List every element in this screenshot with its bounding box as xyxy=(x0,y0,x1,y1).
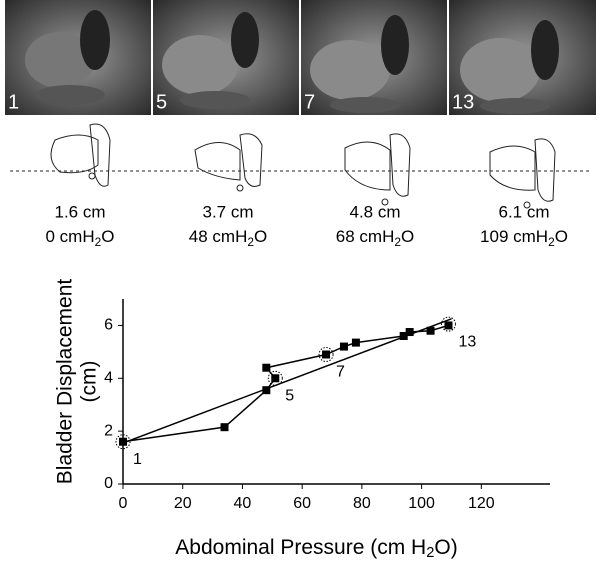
distance: 4.8 cm xyxy=(349,202,400,221)
subscript: 2 xyxy=(548,235,555,249)
label-part: Abdominal Pressure (cm H xyxy=(175,536,426,559)
label-part: 48 cmH xyxy=(189,227,248,246)
bladder-outline xyxy=(194,142,241,181)
distance: 6.1 cm xyxy=(498,202,549,221)
data-point xyxy=(339,342,348,351)
data-point xyxy=(322,350,331,359)
label-part: 0 cmH xyxy=(46,227,95,246)
y-axis-label: Bladder Displacement xyxy=(54,279,77,485)
label: 0 cmH2O xyxy=(46,227,115,249)
panel-number: 1 xyxy=(8,91,19,113)
data-point xyxy=(271,374,280,383)
y-tick-label: 4 xyxy=(104,370,113,387)
label: 109 cmH2O xyxy=(480,227,568,249)
data-point xyxy=(426,326,435,335)
point-label: 13 xyxy=(458,333,476,350)
label-part: O) xyxy=(434,536,457,559)
data-point xyxy=(262,386,271,395)
x-tick-label: 0 xyxy=(119,495,128,512)
label-part: O xyxy=(101,227,114,246)
rectum-outline xyxy=(534,138,556,202)
mri-image xyxy=(5,0,151,115)
label: 48 cmH2O xyxy=(189,227,267,249)
data-point xyxy=(119,437,127,446)
bladder-outline xyxy=(344,141,391,191)
x-tick-label: 60 xyxy=(293,495,311,512)
x-tick-label: 120 xyxy=(468,495,495,512)
highlight-circle xyxy=(318,347,334,362)
distance: 3.7 cm xyxy=(202,202,253,221)
highlight-circle xyxy=(115,434,131,450)
series-line xyxy=(122,318,452,444)
label-part: 109 cmH xyxy=(480,227,548,246)
captions: 1.6 cm 3.7 cm 4.8 cm 6.1 cm xyxy=(54,202,549,221)
rectum-outline xyxy=(89,123,111,187)
point-label: 1 xyxy=(133,451,142,468)
subscript: 2 xyxy=(247,235,254,249)
highlight-circle xyxy=(267,370,283,386)
x-tick-label: 80 xyxy=(353,495,371,512)
landmark xyxy=(523,201,531,209)
label-part: O xyxy=(254,227,267,246)
panel-number: 7 xyxy=(304,91,315,113)
mri-image xyxy=(449,0,596,115)
panel-number: 13 xyxy=(452,91,474,113)
subscript: 2 xyxy=(95,235,102,249)
data-point xyxy=(220,423,229,432)
x-tick-label: 20 xyxy=(174,495,192,512)
point-label: 5 xyxy=(285,388,294,405)
y-tick-label: 6 xyxy=(104,317,113,334)
mri-panels: 1 5 7 13 xyxy=(5,0,596,115)
rectum-outline xyxy=(389,133,411,197)
x-tick-label: 40 xyxy=(234,495,252,512)
mri-image xyxy=(153,0,299,115)
panel-number: 5 xyxy=(156,91,167,113)
y-tick-label: 2 xyxy=(104,422,113,439)
distance: 1.6 cm xyxy=(54,202,105,221)
y-axis-label: (cm) xyxy=(78,361,101,403)
subscript: 2 xyxy=(426,545,434,561)
data-point xyxy=(444,321,453,330)
bladder-outline xyxy=(50,134,99,174)
data-point xyxy=(399,332,408,340)
x-tick-label: 100 xyxy=(408,495,435,512)
label: Abdominal Pressure (cm H2O) xyxy=(175,536,457,561)
landmark xyxy=(381,198,389,206)
landmark xyxy=(88,172,96,180)
subscript: 2 xyxy=(394,235,401,249)
data-point xyxy=(351,338,360,347)
diagrams xyxy=(10,123,590,209)
label-part: O xyxy=(401,227,414,246)
label-part: 68 cmH xyxy=(336,227,395,246)
label: 68 cmH2O xyxy=(336,227,414,249)
landmark xyxy=(236,184,244,192)
point-label: 7 xyxy=(336,364,345,381)
bladder-outline xyxy=(489,145,536,191)
rectum-outline xyxy=(239,133,263,187)
data-point xyxy=(405,328,414,337)
highlight-circle xyxy=(440,316,456,332)
label-part: O xyxy=(555,227,568,246)
mri-image xyxy=(301,0,447,115)
y-tick-label: 0 xyxy=(104,475,113,492)
data-point xyxy=(262,363,271,372)
